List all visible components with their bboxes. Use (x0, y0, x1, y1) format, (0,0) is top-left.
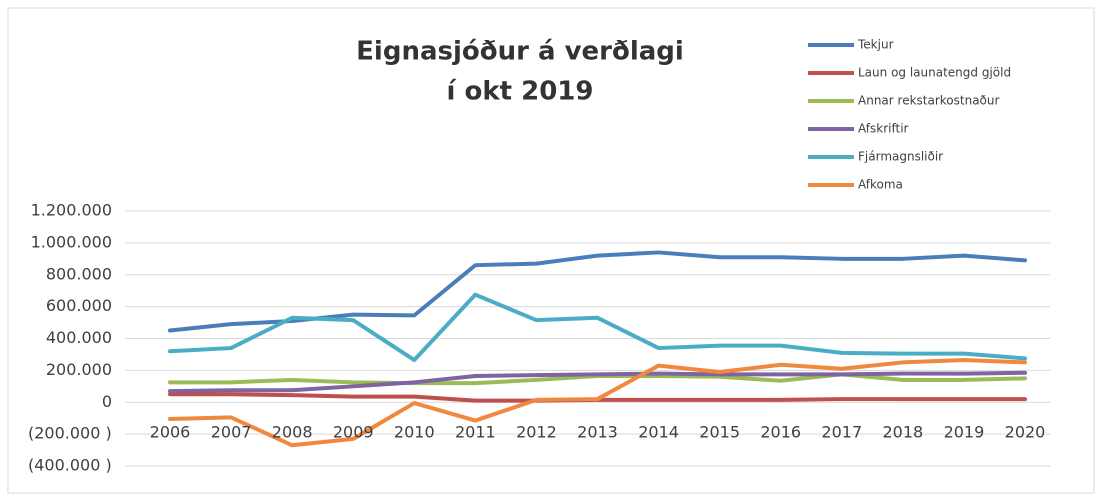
legend-label: Afkoma (858, 178, 903, 192)
legend-label: Tekjur (857, 38, 894, 52)
x-tick-label: 2014 (638, 423, 679, 442)
series-line (168, 370, 1027, 394)
y-tick-label: 200.000 (46, 360, 112, 379)
y-tick-label: (200.000 ) (28, 424, 112, 443)
x-tick-label: 2017 (821, 423, 862, 442)
x-tick-label: 2013 (577, 423, 618, 442)
x-tick-label: 2020 (1005, 423, 1046, 442)
x-tick-label: 2006 (150, 423, 191, 442)
y-tick-label: 0 (102, 392, 112, 411)
series-line (168, 358, 1027, 448)
y-tick-label: 400.000 (46, 328, 112, 347)
y-tick-label: 800.000 (46, 264, 112, 283)
legend-label: Fjármagnsliðir (858, 150, 943, 164)
series-line (168, 292, 1027, 363)
y-tick-label: 600.000 (46, 296, 112, 315)
x-tick-label: 2008 (272, 423, 313, 442)
x-tick-label: 2018 (882, 423, 923, 442)
chart-title: í okt 2019 (447, 77, 594, 107)
y-tick-label: 1.200.000 (31, 201, 112, 220)
x-tick-label: 2012 (516, 423, 557, 442)
x-tick-label: 2019 (944, 423, 985, 442)
x-tick-label: 2010 (394, 423, 435, 442)
x-tick-label: 2011 (455, 423, 496, 442)
x-tick-label: 2009 (333, 423, 374, 442)
legend-label: Laun og launatengd gjöld (858, 66, 1011, 80)
chart-title: Eignasjóður á verðlagi (356, 37, 684, 67)
y-tick-label: (400.000 ) (28, 456, 112, 475)
x-tick-label: 2007 (211, 423, 252, 442)
x-tick-label: 2015 (699, 423, 740, 442)
legend-label: Afskriftir (858, 122, 909, 136)
y-tick-label: 1.000.000 (31, 232, 112, 251)
chart-border (7, 7, 1095, 494)
x-tick-label: 2016 (760, 423, 801, 442)
legend-label: Annar rekstarkostnaður (858, 94, 999, 108)
